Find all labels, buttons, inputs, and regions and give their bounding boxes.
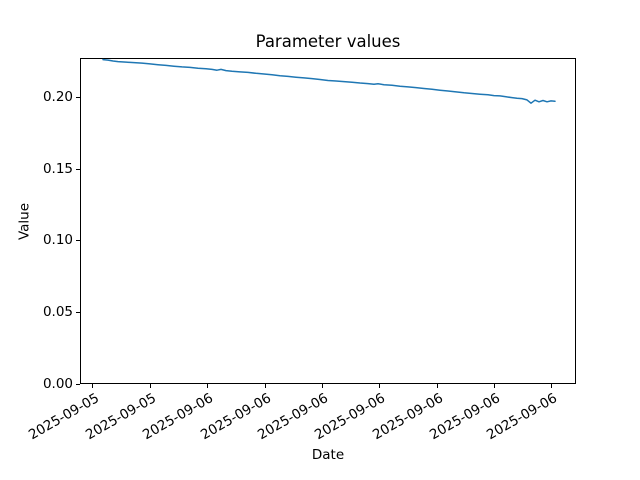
y-tick-label: 0.15: [42, 160, 73, 177]
y-tick-label: 0.05: [42, 303, 73, 320]
x-tick-mark: [436, 384, 438, 388]
plot-canvas: [102, 58, 556, 104]
plot-area: [80, 57, 576, 384]
x-tick-mark: [149, 384, 151, 388]
y-tick-mark: [76, 168, 80, 170]
y-tick-label: 0.20: [42, 89, 73, 106]
x-tick-mark: [551, 384, 553, 388]
x-tick-mark: [92, 384, 94, 388]
y-tick-mark: [76, 383, 80, 385]
x-tick-mark: [494, 384, 495, 388]
x-tick-mark: [264, 384, 266, 388]
y-tick-mark: [76, 97, 80, 99]
x-tick-mark: [379, 384, 381, 388]
y-tick-mark: [76, 311, 80, 313]
x-tick-mark: [207, 384, 209, 388]
y-axis-label: Value: [16, 202, 33, 241]
chart-title: Parameter values: [255, 32, 401, 51]
x-axis-label: Date: [311, 447, 345, 463]
x-tick-mark: [321, 384, 323, 388]
y-tick-mark: [76, 240, 80, 242]
series-line: [102, 58, 556, 104]
y-tick-label: 0.10: [42, 232, 73, 249]
y-tick-label: 0.00: [42, 375, 73, 392]
